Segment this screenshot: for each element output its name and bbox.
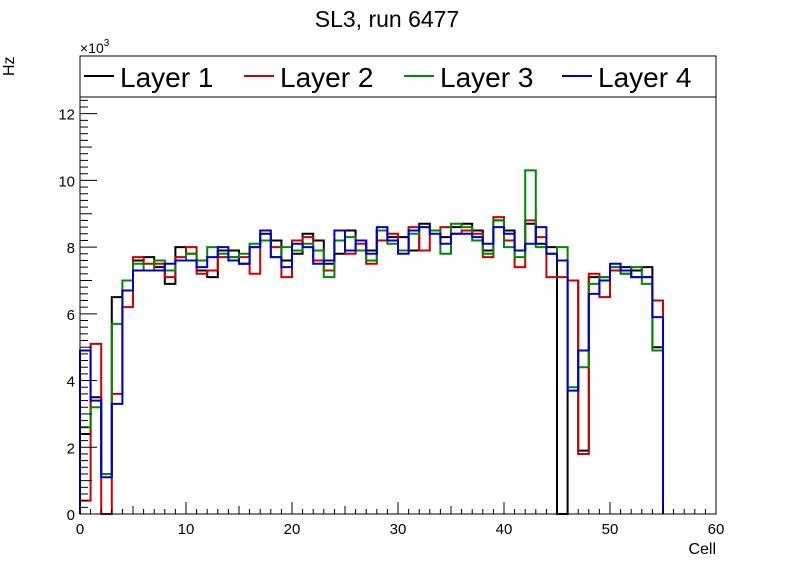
- series-line-layer-3: [79, 169, 664, 514]
- x-tick-label: 50: [602, 521, 619, 538]
- y-tick-label: 12: [58, 107, 75, 124]
- y-tick-label: 4: [67, 374, 75, 391]
- legend: Layer 1 Layer 2 Layer 3 Layer 4: [79, 55, 717, 98]
- y-tick-label: 0: [67, 507, 75, 524]
- legend-label-layer-4: Layer 4: [598, 62, 691, 93]
- x-axis-label: Cell: [688, 541, 716, 558]
- x-tick-label: 40: [496, 521, 513, 538]
- x-tick-label: 0: [76, 521, 84, 538]
- x-tick-label: 10: [178, 521, 195, 538]
- series-line-layer-2: [79, 216, 664, 515]
- plot-frame: [79, 96, 717, 515]
- y-tick-label: 10: [58, 173, 75, 190]
- legend-box: [79, 55, 717, 98]
- series-line-layer-4: [79, 226, 664, 514]
- legend-label-layer-1: Layer 1: [120, 62, 213, 93]
- x-tick-label: 30: [390, 521, 407, 538]
- y-axis-label: Hz: [1, 56, 18, 76]
- legend-label-layer-2: Layer 2: [280, 62, 373, 93]
- chart-title: SL3, run 6477: [315, 6, 460, 32]
- series-layer: [79, 169, 664, 515]
- y-tick-label: 8: [67, 240, 75, 257]
- x-tick-label: 60: [708, 521, 725, 538]
- y-tick-label: 6: [67, 307, 75, 324]
- x-tick-label: 20: [284, 521, 301, 538]
- y-multiplier-label: ×103: [80, 38, 110, 56]
- axes-layer: 0 10 20 30 40 50 60 0 2 4 6 8 10 12: [58, 96, 725, 538]
- legend-label-layer-3: Layer 3: [440, 62, 533, 93]
- y-tick-label: 2: [67, 440, 75, 457]
